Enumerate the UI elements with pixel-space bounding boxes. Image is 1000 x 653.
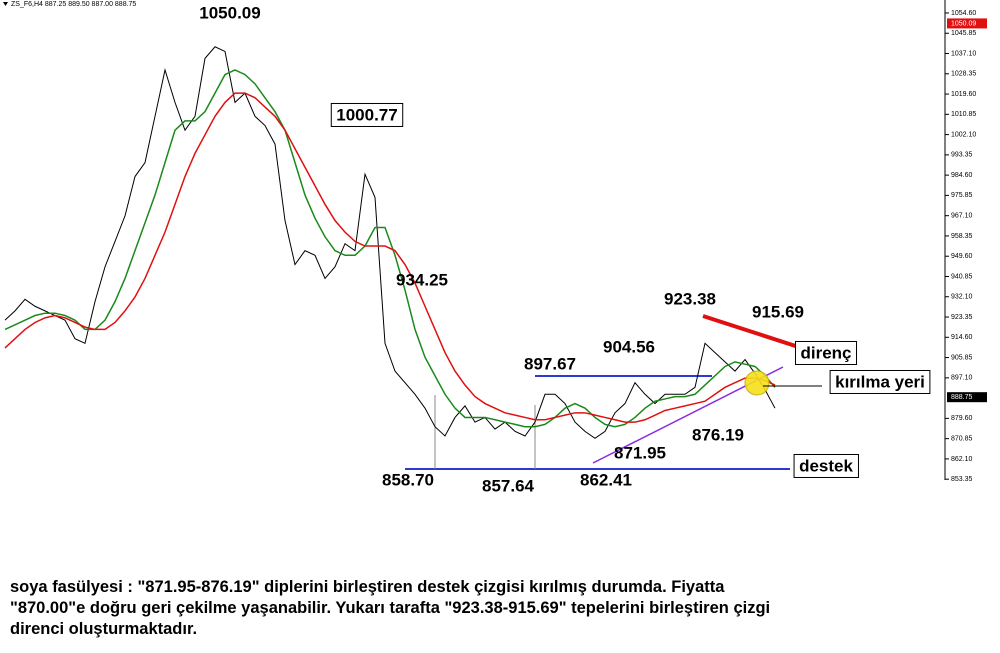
y-tick-label: 932.10 [951, 294, 973, 301]
annotation: 923.38 [664, 289, 716, 308]
annotation-box [793, 453, 859, 478]
y-tick-label: 897.10 [951, 375, 973, 382]
y-tick-label: 975.85 [951, 192, 973, 199]
header-icon [3, 2, 8, 6]
annotation: destek [799, 456, 853, 475]
y-tick-label: 1019.60 [951, 91, 976, 98]
annotation: 858.70 [382, 470, 434, 489]
chart-title: ZS_F6,H4 887.25 889.50 887.00 888.75 [11, 1, 136, 8]
y-tick-label: 923.35 [951, 314, 973, 321]
price-marker [947, 18, 987, 29]
annotation: direnç [800, 343, 851, 362]
y-tick-label: 958.35 [951, 233, 973, 240]
y-tick-label: 949.60 [951, 253, 973, 260]
annotation-box [829, 369, 931, 394]
note-line: "870.00"e doğru geri çekilme yaşanabilir… [10, 599, 770, 617]
y-tick-label: 993.35 [951, 152, 973, 159]
note-line: direnci oluşturmaktadır. [10, 620, 197, 638]
annotation: 871.95 [614, 443, 666, 462]
y-tick-label: 984.60 [951, 172, 973, 179]
y-tick-label: 870.85 [951, 435, 973, 442]
annotation-box [330, 102, 404, 127]
annotation: 915.69 [752, 302, 804, 321]
annotation: 857.64 [482, 476, 535, 495]
annotation-box [794, 340, 858, 365]
y-tick-label: 967.10 [951, 213, 973, 220]
y-tick-label: 940.85 [951, 273, 973, 280]
price-marker [947, 392, 987, 403]
y-tick-label: 905.85 [951, 354, 973, 361]
price-marker-label: 1050.09 [951, 20, 976, 27]
annotation: 897.67 [524, 354, 576, 373]
annotation: 934.25 [396, 270, 448, 289]
y-tick-label: 1045.85 [951, 30, 976, 37]
note-line: soya fasülyesi : "871.95-876.19" dipleri… [10, 578, 725, 596]
series-line [4, 92, 776, 423]
y-tick-label: 1010.85 [951, 111, 976, 118]
annotation: kırılma yeri [835, 372, 925, 391]
price-marker-label: 888.75 [951, 394, 973, 401]
annotation: 1000.77 [336, 105, 397, 124]
annotation: 862.41 [580, 470, 632, 489]
y-tick-label: 862.10 [951, 456, 973, 463]
series-line [4, 46, 776, 439]
y-tick-label: 1054.60 [951, 10, 976, 17]
y-tick-label: 914.60 [951, 334, 973, 341]
y-tick-label: 879.60 [951, 415, 973, 422]
annotation: 904.56 [603, 337, 655, 356]
y-tick-label: 1028.35 [951, 71, 976, 78]
annotation: 876.19 [692, 425, 744, 444]
annotation: 1050.09 [199, 3, 260, 22]
y-tick-label: 1037.10 [951, 50, 976, 57]
y-tick-label: 853.35 [951, 476, 973, 483]
y-tick-label: 1002.10 [951, 131, 976, 138]
breakout-circle [744, 370, 770, 396]
series-line [4, 69, 776, 428]
